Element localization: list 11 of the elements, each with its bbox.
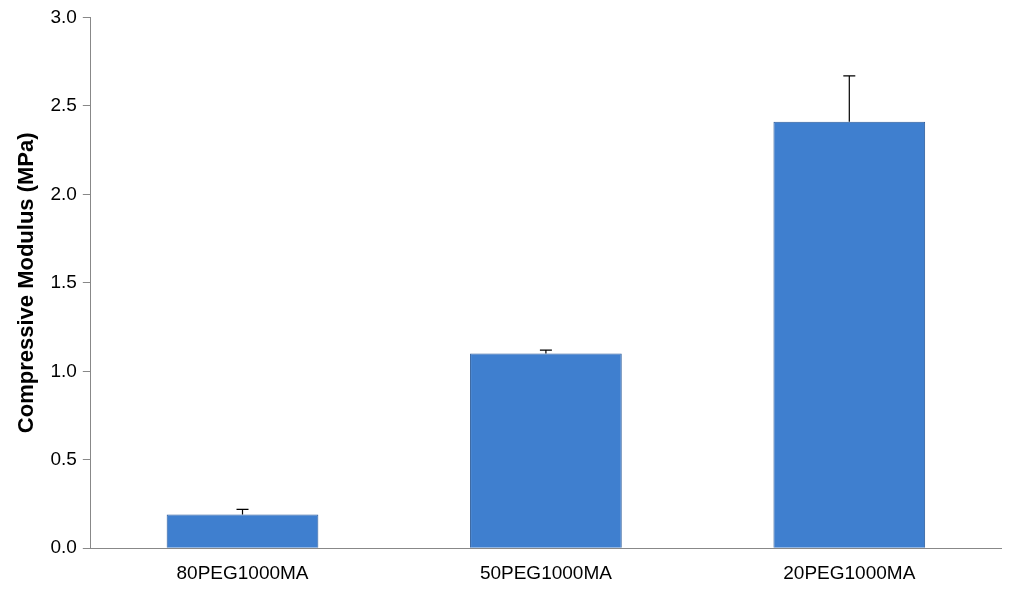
- x-tick-label: 50PEG1000MA: [479, 561, 613, 583]
- y-tick-label: 1.5: [50, 271, 77, 293]
- y-tick-label: 0.0: [50, 536, 77, 558]
- y-tick-label: 0.5: [50, 447, 77, 469]
- y-tick-label: 2.5: [50, 94, 77, 116]
- y-tick-label: 1.0: [50, 359, 77, 381]
- y-tick-label: 2.0: [50, 182, 77, 204]
- x-tick-label: 20PEG1000MA: [783, 561, 916, 583]
- x-tick-label: 80PEG1000MA: [176, 561, 309, 583]
- y-axis-title: Compressive Modulus (MPa): [13, 132, 39, 434]
- y-tick-label: 3.0: [50, 5, 77, 27]
